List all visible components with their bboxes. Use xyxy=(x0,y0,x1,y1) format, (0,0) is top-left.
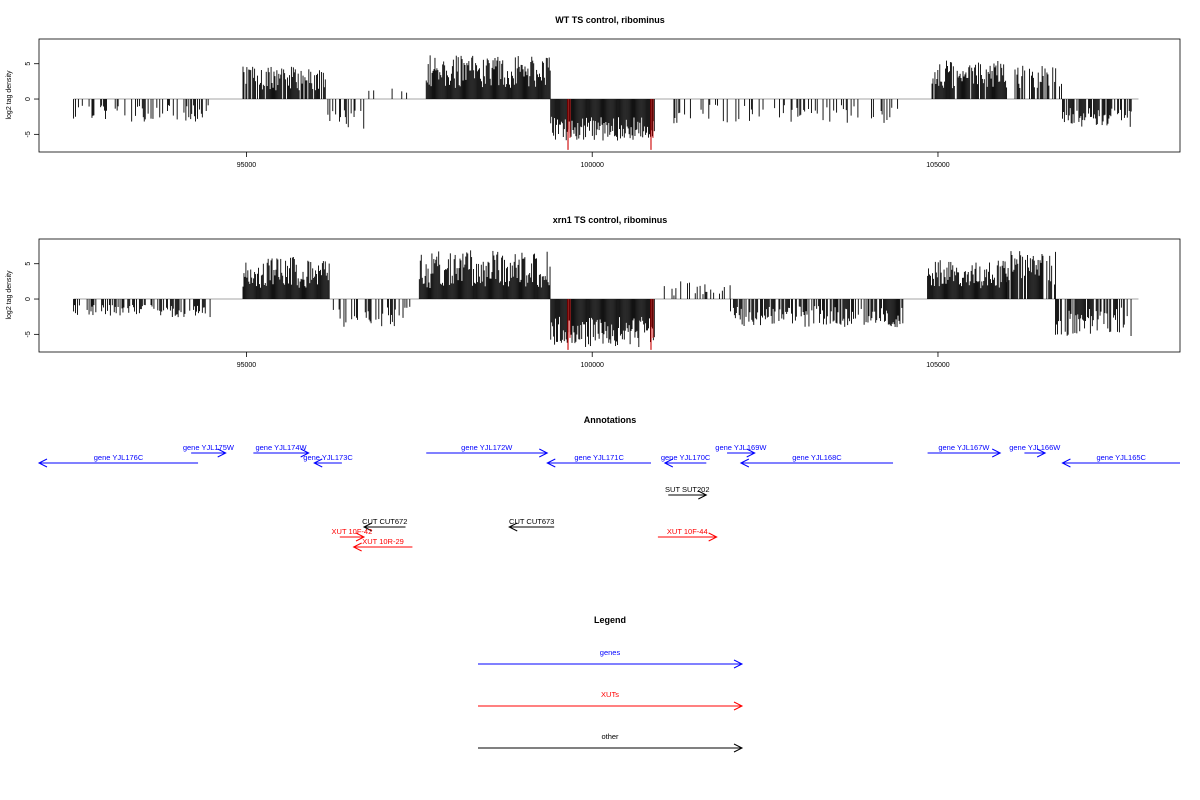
xrn1-x-tick-label: 100000 xyxy=(581,362,604,369)
legend-other-arrow xyxy=(478,743,744,753)
annotation-label: CUT CUT672 xyxy=(362,517,407,526)
wt-plot-frame xyxy=(38,38,1181,153)
xrn1-y-tick-label: 0 xyxy=(25,297,32,301)
annotation-label: gene YJL166W xyxy=(1009,443,1061,452)
annotation-label: CUT CUT673 xyxy=(509,517,554,526)
annotation-label: gene YJL174W xyxy=(255,443,307,452)
legend-label: genes xyxy=(600,648,621,657)
annotation-arrow xyxy=(727,448,756,458)
annotation-label: gene YJL170C xyxy=(661,453,711,462)
annotation-arrow xyxy=(339,532,366,542)
annotation-arrow xyxy=(657,532,718,542)
wt-bars xyxy=(73,55,1139,150)
legend-label: XUTs xyxy=(601,690,619,699)
wt-axes: 95000 100000 105000 -5 0 5 xyxy=(25,62,950,169)
annotation-arrow xyxy=(1061,458,1180,468)
xrn1-plot-frame xyxy=(38,238,1181,353)
xrn1-track-panel: xrn1 TS control, ribominus log2 tag dens… xyxy=(6,215,1181,369)
xrn1-axes: 95000 100000 105000 -5 0 5 xyxy=(25,262,950,369)
wt-y-tick-label: 5 xyxy=(25,62,32,66)
annotation-arrow xyxy=(927,448,1002,458)
annotation-arrow xyxy=(546,458,651,468)
legend-panel: Legend genes XUTs other xyxy=(478,615,744,753)
xrn1-y-axis-label: log2 tag density xyxy=(6,270,13,320)
annotation-arrow xyxy=(426,448,549,458)
annotation-arrow xyxy=(37,458,199,468)
annotation-label: XUT 10F-42 xyxy=(332,527,373,536)
wt-x-tick-label: 100000 xyxy=(581,162,604,169)
xrn1-track-title: xrn1 TS control, ribominus xyxy=(553,215,668,225)
annotation-arrow xyxy=(739,458,894,468)
annotation-arrow xyxy=(663,458,707,468)
legend-entries: genes XUTs other xyxy=(478,648,744,753)
annotation-arrow xyxy=(313,458,342,468)
annotation-label: gene YJL176C xyxy=(94,453,144,462)
annotation-arrow xyxy=(191,448,227,458)
annotation-arrow xyxy=(253,448,310,458)
xrn1-bars xyxy=(73,250,1139,350)
wt-y-tick-label: -5 xyxy=(25,131,32,137)
annotation-arrow xyxy=(362,522,406,532)
annotation-label: XUT 10R-29 xyxy=(362,537,404,546)
annotation-arrow xyxy=(1024,448,1047,458)
xrn1-y-tick-label: -5 xyxy=(25,331,32,337)
wt-y-axis-label: log2 tag density xyxy=(6,70,13,120)
legend-xuts-arrow xyxy=(478,701,744,711)
annotations-panel: Annotations gene YJL176C gene YJL175W gene… xyxy=(37,415,1180,552)
annotation-label: gene YJL175W xyxy=(183,443,235,452)
annotation-label: XUT 10F-44 xyxy=(667,527,708,536)
xrn1-y-tick-label: 5 xyxy=(25,262,32,266)
wt-track-title: WT TS control, ribominus xyxy=(555,15,665,25)
xrn1-x-tick-label: 95000 xyxy=(237,362,257,369)
wt-y-tick-label: 0 xyxy=(25,97,32,101)
annotation-label: SUT SUT202 xyxy=(665,485,709,494)
legend-genes-arrow xyxy=(478,659,744,669)
annotation-label: gene YJL172W xyxy=(461,443,513,452)
annotations-title: Annotations xyxy=(584,415,637,425)
annotation-arrow xyxy=(668,490,708,500)
annotation-label: gene YJL171C xyxy=(574,453,624,462)
wt-x-tick-label: 95000 xyxy=(237,162,257,169)
xrn1-x-tick-label: 105000 xyxy=(926,362,949,369)
annotation-arrow xyxy=(352,542,413,552)
annotation-label: gene YJL169W xyxy=(715,443,767,452)
wt-x-tick-label: 105000 xyxy=(926,162,949,169)
legend-title: Legend xyxy=(594,615,626,625)
wt-track-panel: WT TS control, ribominus log2 tag densit… xyxy=(6,15,1181,169)
annotation-label: gene YJL167W xyxy=(938,443,990,452)
annotation-label: gene YJL165C xyxy=(1096,453,1146,462)
annotation-label: gene YJL173C xyxy=(303,453,353,462)
annotation-arrow xyxy=(508,522,555,532)
legend-label: other xyxy=(601,732,619,741)
annotation-label: gene YJL168C xyxy=(792,453,842,462)
